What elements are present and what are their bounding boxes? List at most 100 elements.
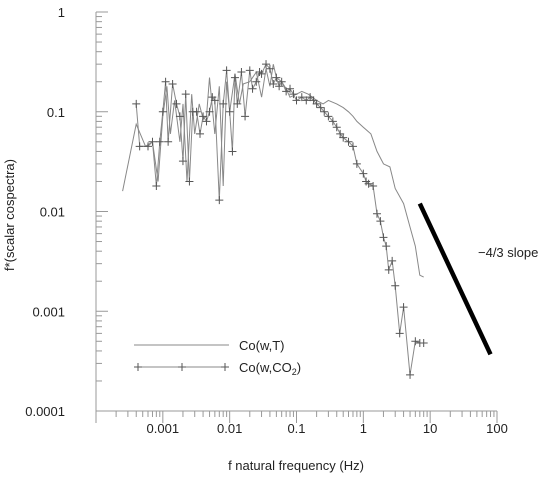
data-point <box>352 159 361 168</box>
data-point <box>388 256 397 265</box>
data-point <box>369 182 378 191</box>
data-point <box>324 112 333 121</box>
data-point <box>168 79 177 88</box>
data-point <box>277 77 286 86</box>
series-layer <box>122 60 428 379</box>
data-point <box>215 196 224 205</box>
data-point <box>233 99 242 108</box>
slope-label: −4/3 slope <box>478 245 538 260</box>
data-point <box>320 107 329 116</box>
y-tick-label: 1 <box>58 5 65 20</box>
data-point <box>135 142 144 151</box>
data-point <box>379 233 388 242</box>
data-point <box>144 142 153 151</box>
data-point <box>348 142 357 151</box>
data-point <box>302 96 311 105</box>
legend: Co(w,T) Co(w,CO2) <box>134 338 301 377</box>
data-point <box>222 66 231 75</box>
data-point <box>312 99 321 108</box>
data-point <box>269 79 278 88</box>
data-point <box>391 281 400 290</box>
data-point <box>199 112 208 121</box>
data-point <box>255 68 264 77</box>
data-point <box>148 137 157 146</box>
legend-subscript-2: 2 <box>292 367 297 377</box>
data-point <box>228 147 237 156</box>
x-tick-label: 100 <box>486 421 508 436</box>
y-tick-label: 0.0001 <box>25 404 65 419</box>
slope-line <box>417 202 493 356</box>
y-tick-label: 0.1 <box>47 105 65 120</box>
data-point <box>344 137 353 146</box>
data-point <box>210 96 219 105</box>
data-point <box>245 66 254 75</box>
x-tick-label: 10 <box>423 421 437 436</box>
data-point <box>172 99 181 108</box>
data-point <box>306 93 315 102</box>
data-point <box>411 337 420 346</box>
data-point <box>399 303 408 312</box>
data-point <box>225 107 234 116</box>
x-tick-label: 1 <box>360 421 367 436</box>
legend-label-co-w-co2: Co(w,CO2) <box>239 360 301 377</box>
data-point <box>185 177 194 186</box>
data-point <box>297 93 306 102</box>
data-point <box>202 117 211 126</box>
data-point <box>332 123 341 132</box>
data-point <box>286 84 295 93</box>
data-point <box>275 82 284 91</box>
data-point <box>252 77 261 86</box>
data-point <box>257 69 266 78</box>
x-axis-label: f natural frequency (Hz) <box>228 458 364 473</box>
data-point <box>196 129 205 138</box>
data-point <box>161 77 170 86</box>
y-tick-label: 0.001 <box>32 304 65 319</box>
data-point <box>376 217 385 226</box>
data-point <box>339 133 348 142</box>
y-axis-label: f*(scalar cospectra) <box>2 159 17 271</box>
data-point <box>292 96 301 105</box>
legend-close-paren: ) <box>297 360 301 375</box>
slope-annotation: −4/3 slope <box>417 202 538 356</box>
data-point <box>395 329 404 338</box>
data-point <box>205 107 214 116</box>
data-point <box>132 99 141 108</box>
data-point <box>241 112 250 121</box>
data-point <box>262 60 271 69</box>
data-point <box>265 64 274 73</box>
legend-swatch-marker <box>134 363 142 371</box>
legend-swatch-marker <box>221 363 229 371</box>
data-point <box>164 137 173 146</box>
data-point <box>406 370 415 379</box>
data-point <box>328 117 337 126</box>
data-point <box>382 242 391 251</box>
data-point <box>158 107 167 116</box>
data-point <box>272 73 281 82</box>
data-point <box>237 68 246 77</box>
data-point <box>248 84 257 93</box>
legend-label-co-w-t: Co(w,T) <box>239 338 285 353</box>
x-tick-label: 0.001 <box>147 421 180 436</box>
x-tick-label: 0.01 <box>217 421 242 436</box>
data-point <box>419 339 428 348</box>
y-tick-label: 0.01 <box>40 205 65 220</box>
axes: 0.001 0.01 0.1 1 10 100 0.0001 0.001 0.01 0.1 1 <box>25 5 508 436</box>
data-point <box>316 103 325 112</box>
legend-swatch-marker <box>178 363 186 371</box>
data-point <box>364 179 373 188</box>
data-point <box>155 137 164 146</box>
data-point <box>181 90 190 99</box>
x-tick-label: 0.1 <box>287 421 305 436</box>
data-point <box>289 90 298 99</box>
data-point <box>178 157 187 166</box>
legend-swatch-co-w-co2 <box>134 363 229 371</box>
data-point <box>192 107 201 116</box>
data-point <box>230 73 239 82</box>
data-point <box>152 182 161 191</box>
series-line-0 <box>122 64 424 278</box>
data-point <box>372 209 381 218</box>
data-point <box>175 112 184 121</box>
data-point <box>219 99 228 108</box>
data-point <box>359 169 368 178</box>
